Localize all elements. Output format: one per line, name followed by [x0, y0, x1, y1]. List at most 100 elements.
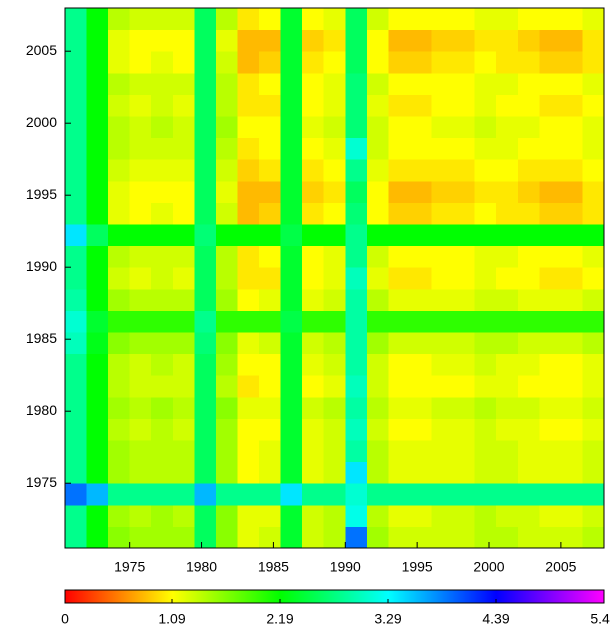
heatmap-cell	[496, 180, 519, 203]
heatmap-cell	[431, 288, 454, 311]
heatmap-cell	[345, 461, 368, 484]
heatmap-cell	[237, 461, 260, 484]
colorbar-tick-label: 4.39	[482, 611, 509, 627]
heatmap-cell	[453, 51, 476, 74]
heatmap-cell	[237, 332, 260, 355]
heatmap-cell	[453, 267, 476, 290]
heatmap-cell	[215, 483, 238, 506]
heatmap-cell	[86, 267, 109, 290]
heatmap-cell	[323, 72, 346, 95]
heatmap-cell	[517, 375, 540, 398]
heatmap-cell	[323, 224, 346, 247]
heatmap-cell	[539, 526, 562, 549]
heatmap-cell	[453, 440, 476, 463]
heatmap-cell	[237, 116, 260, 139]
heatmap-cell	[259, 440, 282, 463]
heatmap-cell	[237, 202, 260, 225]
heatmap-cell	[496, 526, 519, 549]
heatmap-cell	[302, 267, 325, 290]
heatmap-cell	[517, 267, 540, 290]
heatmap-cell	[151, 332, 174, 355]
heatmap-cell	[65, 72, 88, 95]
heatmap-cell	[409, 180, 433, 203]
heatmap-cell	[151, 51, 174, 74]
heatmap-cell	[108, 8, 131, 31]
heatmap-cell	[388, 29, 411, 52]
heatmap-cell	[86, 483, 109, 506]
heatmap-cell	[345, 202, 368, 225]
heatmap-cell	[237, 267, 260, 290]
heatmap-cell	[517, 461, 540, 484]
heatmap-cell	[86, 29, 109, 52]
heatmap-cell	[560, 396, 583, 419]
heatmap-cell	[259, 245, 282, 268]
heatmap-cell	[194, 332, 217, 355]
heatmap-cell	[453, 94, 476, 117]
heatmap-cell	[582, 418, 605, 441]
heatmap-cell	[280, 440, 303, 463]
heatmap-cell	[409, 224, 433, 247]
heatmap-cell	[517, 310, 540, 333]
heatmap-cells	[65, 8, 605, 549]
heatmap-cell	[302, 245, 325, 268]
heatmap-cell	[194, 94, 217, 117]
heatmap-cell	[151, 94, 174, 117]
heatmap-cell	[474, 72, 497, 95]
heatmap-cell	[539, 461, 562, 484]
heatmap-cell	[65, 353, 88, 376]
heatmap-cell	[151, 504, 174, 527]
heatmap-cell	[259, 94, 282, 117]
heatmap-cell	[172, 483, 195, 506]
heatmap-cell	[366, 180, 389, 203]
heatmap-cell	[474, 375, 497, 398]
heatmap-cell	[86, 375, 109, 398]
heatmap-cell	[453, 72, 476, 95]
heatmap-cell	[302, 72, 325, 95]
heatmap-cell	[582, 267, 605, 290]
heatmap-cell	[280, 418, 303, 441]
heatmap-cell	[215, 180, 238, 203]
heatmap-cell	[86, 159, 109, 182]
heatmap-cell	[366, 332, 389, 355]
heatmap-cell	[345, 526, 368, 549]
heatmap-cell	[172, 180, 195, 203]
y-tick-label: 2000	[26, 114, 57, 130]
heatmap-cell	[366, 375, 389, 398]
heatmap-cell	[194, 375, 217, 398]
heatmap-cell	[302, 526, 325, 549]
heatmap-cell	[215, 51, 238, 74]
heatmap-cell	[323, 245, 346, 268]
heatmap-cell	[172, 224, 195, 247]
heatmap-cell	[86, 137, 109, 160]
heatmap-cell	[517, 202, 540, 225]
heatmap-cell	[259, 504, 282, 527]
heatmap-cell	[431, 8, 454, 31]
heatmap-cell	[539, 29, 562, 52]
heatmap-cell	[259, 51, 282, 74]
heatmap-cell	[323, 51, 346, 74]
heatmap-cell	[129, 504, 152, 527]
heatmap-cell	[431, 180, 454, 203]
heatmap-cell	[172, 245, 195, 268]
heatmap-cell	[151, 310, 174, 333]
heatmap-cell	[517, 137, 540, 160]
heatmap-cell	[323, 202, 346, 225]
heatmap-cell	[194, 245, 217, 268]
heatmap-cell	[539, 245, 562, 268]
heatmap-cell	[215, 526, 238, 549]
heatmap-cell	[517, 353, 540, 376]
colorbar-tick-label: 1.09	[158, 611, 185, 627]
heatmap-cell	[108, 180, 131, 203]
heatmap-cell	[323, 29, 346, 52]
heatmap-cell	[108, 396, 131, 419]
heatmap-cell	[517, 483, 540, 506]
heatmap-cell	[65, 180, 88, 203]
heatmap-cell	[280, 310, 303, 333]
y-tick-label: 1980	[26, 402, 57, 418]
heatmap-cell	[345, 310, 368, 333]
heatmap-cell	[496, 137, 519, 160]
heatmap-cell	[323, 526, 346, 549]
heatmap-cell	[560, 116, 583, 139]
heatmap-cell	[409, 116, 433, 139]
heatmap-cell	[194, 288, 217, 311]
